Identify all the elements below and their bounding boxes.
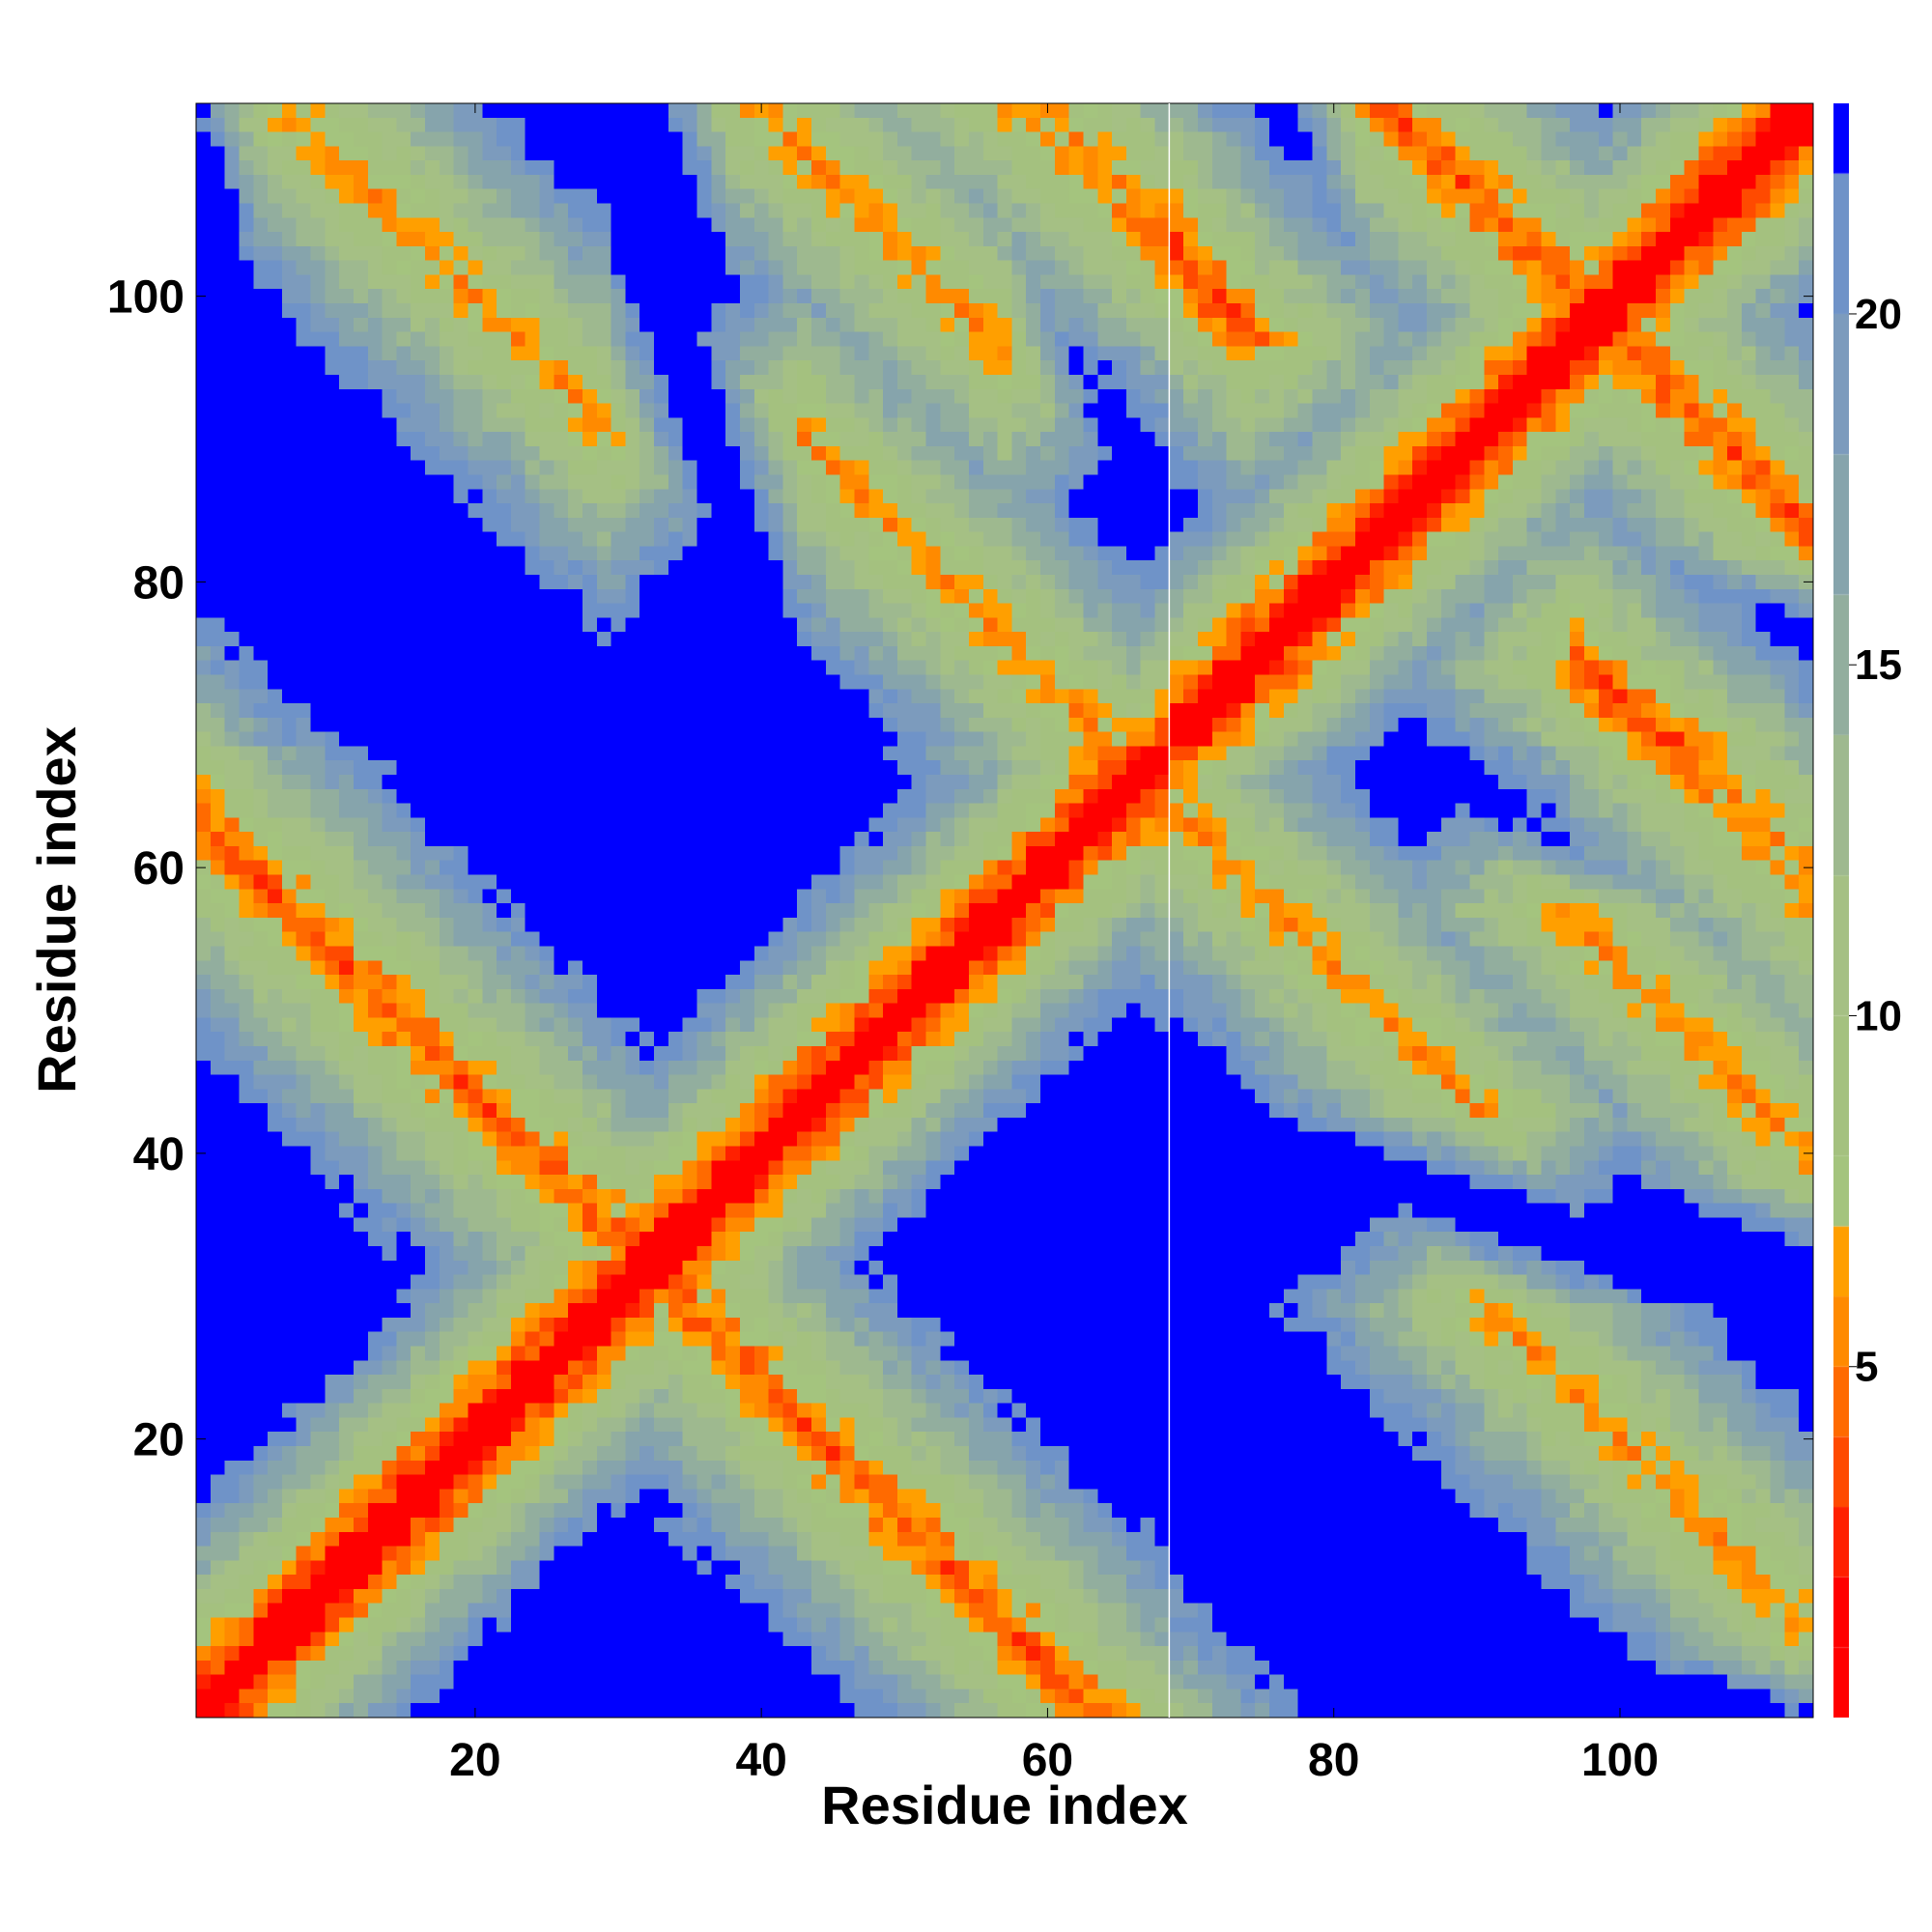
y-tick-label: 20 — [133, 1415, 185, 1466]
x-tick-label: 20 — [449, 1735, 500, 1786]
plot-frame — [195, 102, 1814, 1719]
y-tick-label: 80 — [133, 557, 185, 609]
colorbar — [1833, 103, 1849, 1718]
y-axis-title: Residue index — [26, 726, 87, 1094]
distance-heatmap — [196, 103, 1813, 1718]
y-tick-label: 60 — [133, 843, 185, 895]
x-axis-ticks: 20 40 60 80 100 — [449, 103, 1659, 1786]
y-axis-ticks: 20 40 60 80 100 — [107, 272, 1813, 1466]
colorbar-tick-label: 15 — [1855, 641, 1902, 689]
colorbar-tick-label: 20 — [1855, 291, 1902, 338]
x-tick-label: 60 — [1022, 1735, 1073, 1786]
y-tick-label: 100 — [107, 272, 185, 324]
x-axis-title: Residue index — [821, 1775, 1188, 1835]
x-tick-label: 100 — [1581, 1735, 1659, 1786]
colorbar-ticks: 5 10 15 20 — [1849, 291, 1902, 1391]
colorbar-tick-label: 5 — [1855, 1344, 1878, 1391]
x-tick-label: 80 — [1308, 1735, 1359, 1786]
x-tick-label: 40 — [735, 1735, 786, 1786]
colorbar-tick-label: 10 — [1855, 992, 1902, 1039]
y-tick-label: 40 — [133, 1129, 185, 1180]
